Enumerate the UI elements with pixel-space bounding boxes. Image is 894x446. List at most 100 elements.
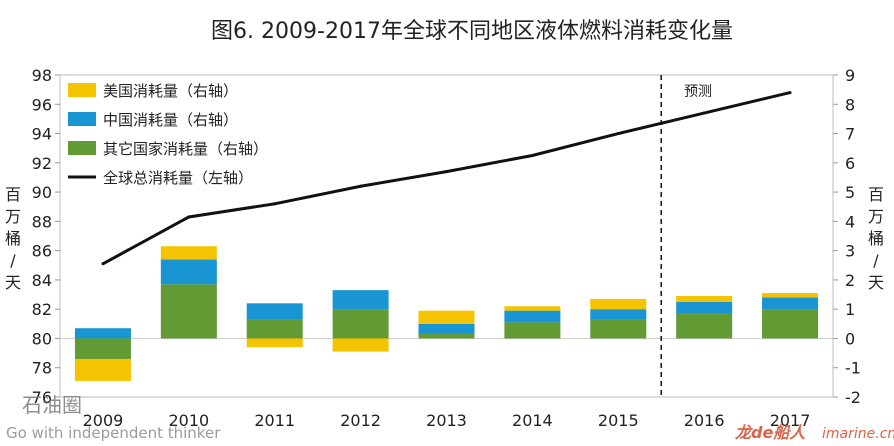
left-tick-label: 76 [32, 388, 52, 407]
bar-segment [418, 310, 475, 324]
bar-segment [418, 323, 475, 335]
right-tick-label: 3 [845, 242, 855, 261]
watermark: 石油圈 Go with independent thinker 龙de船人 im… [6, 393, 894, 442]
right-tick-label: 0 [845, 329, 855, 348]
watermark-right-site: imarine.cn [822, 426, 894, 442]
bar-segment [504, 322, 561, 339]
bars [74, 246, 819, 381]
x-tick-labels: 2009 2010 2011 2012 2013 2014 2015 2016 2017 [83, 411, 811, 430]
total-point [530, 154, 534, 157]
total-point [187, 215, 191, 219]
watermark-right-brand: 龙de船人 [735, 423, 806, 442]
legend-swatch [68, 112, 96, 126]
bar-segment [74, 358, 131, 381]
right-tick-label: 2 [845, 271, 855, 290]
bar-segment [74, 338, 131, 359]
legend-swatch [68, 83, 96, 97]
left-tick-label: 86 [32, 242, 52, 261]
right-tick-label: -1 [845, 359, 861, 378]
x-tick-label: 2016 [684, 411, 725, 430]
right-tick-label: 7 [845, 125, 855, 144]
legend: 美国消耗量（右轴） 中国消耗量（右轴） 其它国家消耗量（右轴） 全球总消耗量（左轴） [68, 82, 268, 187]
legend-label: 中国消耗量（右轴） [103, 111, 238, 129]
right-tick-label: 4 [845, 212, 855, 231]
bar-segment [504, 306, 561, 311]
right-tick-label: 5 [845, 183, 855, 202]
total-point [702, 111, 706, 115]
bar-segment [332, 290, 389, 310]
bar-segment [332, 338, 389, 352]
axis-label-char: 万 [5, 207, 21, 226]
total-point [359, 184, 363, 188]
left-tick-label: 84 [32, 271, 52, 290]
left-tick-label: 88 [32, 212, 52, 231]
right-tick-label: 1 [845, 300, 855, 319]
bar-segment [246, 303, 303, 320]
right-tick-label: 9 [845, 66, 855, 85]
left-tick-label: 90 [32, 183, 52, 202]
axis-label-char: 百 [868, 185, 884, 204]
bar-segment [762, 293, 819, 298]
axis-label-char: 桶 [868, 229, 884, 248]
bar-segment [246, 319, 303, 339]
bar-segment [590, 298, 647, 310]
axis-label-char: 天 [5, 273, 21, 292]
bar-segment [676, 296, 733, 302]
bar-segment [160, 284, 217, 339]
forecast-label: 预测 [684, 84, 712, 100]
bar-segment [160, 246, 217, 260]
bar-segment [676, 301, 733, 314]
axis-label-char: 天 [868, 273, 884, 292]
watermark-left-tagline: Go with independent thinker [6, 424, 221, 442]
bar-segment [504, 310, 561, 323]
bar-segment [676, 313, 733, 339]
x-tick-label: 2012 [340, 411, 381, 430]
left-tick-label: 92 [32, 154, 52, 173]
right-tick-label: 6 [845, 154, 855, 173]
legend-label: 其它国家消耗量（右轴） [103, 140, 268, 158]
left-tick-label: 96 [32, 95, 52, 114]
left-axis-label: 百万桶 / 天 [5, 185, 21, 292]
bar-segment [590, 309, 647, 320]
total-point [445, 170, 448, 174]
bar-segment [418, 334, 475, 339]
x-tick-label: 2011 [254, 411, 295, 430]
axis-label-char: / [10, 251, 16, 270]
x-tick-label: 2009 [83, 411, 124, 430]
right-tick-label: 8 [845, 95, 855, 114]
legend-label: 美国消耗量（右轴） [103, 82, 238, 100]
x-tick-label: 2014 [512, 411, 553, 430]
left-tick-label: 80 [32, 329, 52, 348]
legend-swatch [68, 141, 96, 155]
x-tick-label: 2015 [598, 411, 639, 430]
total-point [616, 132, 620, 136]
x-tick-label: 2010 [168, 411, 209, 430]
x-tick-label: 2013 [426, 411, 467, 430]
left-tick-label: 98 [32, 66, 52, 85]
right-axis-label: 百万桶 / 天 [868, 185, 884, 292]
bar-segment [590, 319, 647, 339]
watermark-left-brand: 石油圈 [22, 393, 82, 417]
legend-label: 全球总消耗量（左轴） [103, 169, 253, 187]
bar-segment [160, 259, 217, 285]
left-tick-label: 94 [32, 125, 52, 144]
bar-segment [762, 297, 819, 310]
axis-label-char: / [873, 251, 879, 270]
bar-segment [762, 309, 819, 339]
right-tick-label: -2 [845, 388, 861, 407]
bar-segment [332, 309, 389, 339]
bar-segment [246, 338, 303, 348]
total-point [273, 202, 277, 206]
left-tick-label: 82 [32, 300, 52, 319]
axis-label-char: 百 [5, 185, 21, 204]
left-tick-label: 78 [32, 359, 52, 378]
total-point [788, 91, 792, 95]
axis-label-char: 万 [868, 207, 884, 226]
bar-segment [74, 328, 131, 339]
total-point [101, 262, 105, 266]
x-tick-label: 2017 [770, 411, 811, 430]
chart-title: 图6. 2009-2017年全球不同地区液体燃料消耗变化量 [211, 19, 733, 44]
axis-label-char: 桶 [5, 229, 21, 248]
